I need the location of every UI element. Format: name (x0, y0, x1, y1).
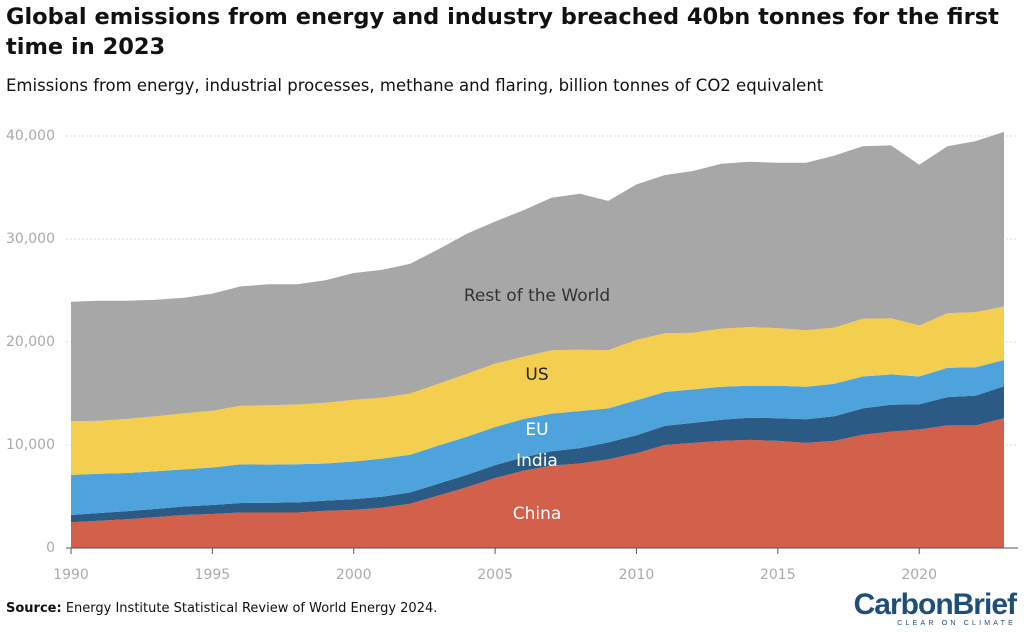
y-tick-label: 20,000 (6, 334, 55, 350)
chart-title: Global emissions from energy and industr… (6, 4, 999, 60)
series-label: US (525, 365, 548, 385)
source: Source: Energy Institute Statistical Rev… (6, 601, 437, 616)
series-label: EU (525, 420, 548, 440)
series-label: India (516, 451, 558, 471)
x-tick-label: 2015 (760, 567, 796, 583)
y-tick-label: 40,000 (6, 128, 55, 144)
x-tick-label: 2005 (477, 567, 513, 583)
logo-name: CarbonBrief (853, 588, 1017, 621)
y-tick-label: 0 (46, 540, 55, 556)
x-tick-label: 2010 (619, 567, 655, 583)
y-tick-label: 30,000 (6, 231, 55, 247)
area (71, 131, 1004, 422)
series-label: China (513, 504, 562, 524)
chart-subtitle: Emissions from energy, industrial proces… (6, 76, 824, 95)
area (71, 360, 1004, 515)
source-text: Energy Institute Statistical Review of W… (65, 601, 438, 616)
x-tick-label: 2000 (336, 567, 372, 583)
series-label: Rest of the World (464, 286, 610, 306)
x-tick-label: 2020 (901, 567, 937, 583)
area (71, 418, 1004, 548)
logo-tagline: CLEAR ON CLIMATE (897, 620, 1016, 627)
x-tick-label: 1990 (53, 567, 89, 583)
logo: CarbonBrief CLEAR ON CLIMATE (853, 588, 1017, 628)
y-tick-label: 10,000 (6, 437, 55, 453)
source-label: Source: (6, 601, 62, 616)
x-tick-label: 1995 (195, 567, 231, 583)
area (71, 386, 1004, 523)
area (71, 306, 1004, 475)
